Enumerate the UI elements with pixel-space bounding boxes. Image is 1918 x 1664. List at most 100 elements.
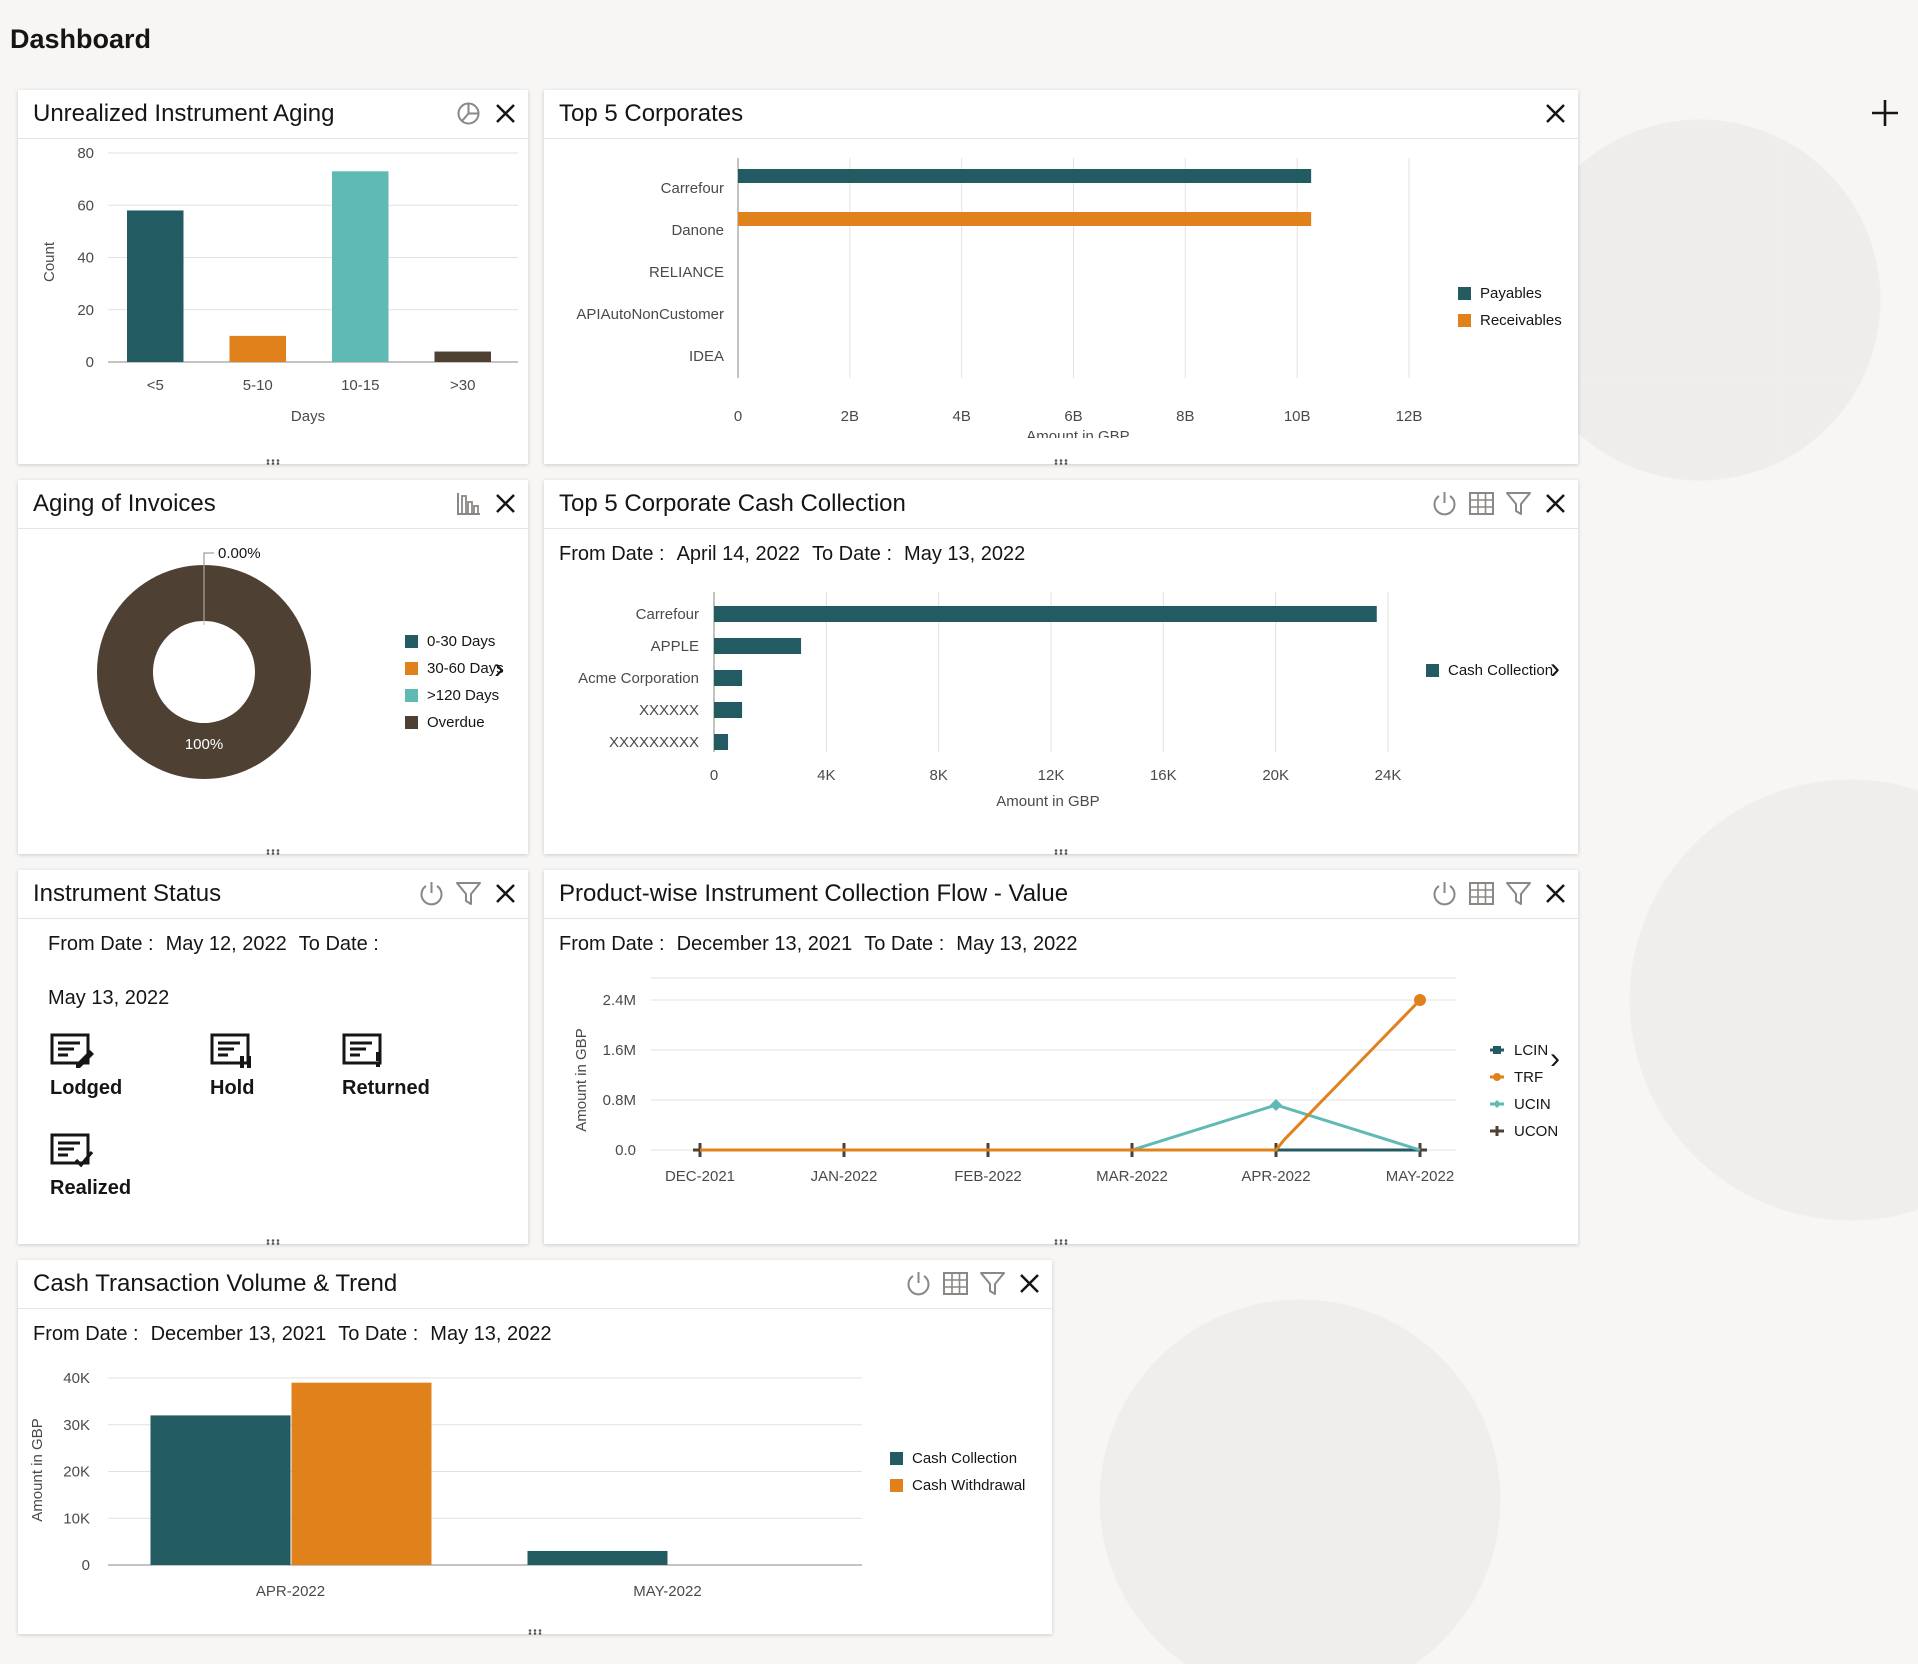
refresh-icon[interactable] bbox=[904, 1269, 933, 1298]
y-tick-label: 2.4M bbox=[603, 992, 636, 1009]
table-icon[interactable] bbox=[941, 1269, 970, 1298]
status-realized[interactable]: Realized bbox=[50, 1132, 131, 1200]
table-icon[interactable] bbox=[1467, 879, 1496, 908]
legend-label: UCON bbox=[1514, 1123, 1558, 1140]
close-icon[interactable] bbox=[1541, 489, 1570, 518]
legend-swatch bbox=[890, 1479, 903, 1492]
status-card-title: Instrument Status bbox=[33, 880, 222, 907]
x-tick-label: 24K bbox=[1375, 767, 1402, 784]
bar bbox=[291, 1382, 432, 1565]
x-tick-label: MAY-2022 bbox=[633, 1583, 701, 1600]
x-tick-label: 12B bbox=[1396, 408, 1423, 425]
x-tick-label: 10B bbox=[1284, 408, 1311, 425]
close-icon[interactable] bbox=[1541, 99, 1570, 128]
close-icon[interactable] bbox=[491, 99, 520, 128]
filter-icon[interactable] bbox=[978, 1269, 1007, 1298]
drag-handle-icon[interactable] bbox=[266, 842, 280, 855]
drag-handle-icon[interactable] bbox=[1054, 842, 1068, 855]
table-icon[interactable] bbox=[1467, 489, 1496, 518]
drag-handle-icon[interactable] bbox=[528, 1622, 542, 1635]
bar bbox=[714, 670, 743, 686]
x-tick-label: 10-15 bbox=[341, 377, 379, 394]
bar bbox=[738, 169, 1312, 183]
cashcoll-chart: 0 4K 8K 12K 16K 20K 24K Carrefour APPLE Acme Corp… bbox=[578, 592, 1553, 810]
from-date-label: From Date : bbox=[559, 933, 665, 955]
bar bbox=[714, 734, 729, 750]
x-tick-label: APR-2022 bbox=[1241, 1168, 1310, 1185]
y-tick-label: 80 bbox=[77, 145, 94, 162]
legend-next-icon[interactable]: › bbox=[1550, 1042, 1560, 1075]
x-tick-label: 0 bbox=[710, 767, 718, 784]
x-tick-label: 16K bbox=[1150, 767, 1177, 784]
aging-card-title: Unrealized Instrument Aging bbox=[33, 100, 335, 127]
drag-handle-icon[interactable] bbox=[1054, 452, 1068, 465]
y-tick-label: 20K bbox=[63, 1464, 90, 1481]
chart-type-icon[interactable] bbox=[454, 99, 483, 128]
aging-card: Unrealized Instrument Aging 0 20 40 60 80 <5 5… bbox=[18, 90, 528, 465]
x-axis-title: Amount in GBP bbox=[1026, 428, 1129, 438]
status-returned[interactable]: Returned bbox=[342, 1032, 430, 1100]
legend-label: TRF bbox=[1514, 1069, 1543, 1086]
date-range: From Date : May 12, 2022 To Date : bbox=[48, 933, 391, 956]
status-label: Hold bbox=[210, 1077, 255, 1099]
top5-card-title: Top 5 Corporates bbox=[559, 100, 744, 127]
legend-label: 0-30 Days bbox=[427, 633, 495, 650]
status-hold[interactable]: Hold bbox=[210, 1032, 254, 1100]
refresh-icon[interactable] bbox=[1430, 879, 1459, 908]
x-tick-label: 2B bbox=[841, 408, 859, 425]
filter-icon[interactable] bbox=[1504, 879, 1533, 908]
date-range: From Date : April 14, 2022 To Date : May 13… bbox=[559, 543, 1037, 566]
bar bbox=[229, 335, 286, 362]
x-tick-label: 0 bbox=[734, 408, 742, 425]
from-date-value: April 14, 2022 bbox=[676, 543, 800, 565]
drag-handle-icon[interactable] bbox=[266, 1232, 280, 1245]
close-icon[interactable] bbox=[491, 489, 520, 518]
bar bbox=[332, 171, 389, 362]
y-tick-label: 40K bbox=[63, 1370, 90, 1387]
legend-next-icon[interactable]: › bbox=[494, 652, 504, 685]
legend-swatch bbox=[405, 716, 418, 729]
flow-chart: 0.0 0.8M 1.6M 2.4M DEC-2021 JAN-2022 FEB-2022 M… bbox=[573, 977, 1558, 1185]
close-icon[interactable] bbox=[1015, 1269, 1044, 1298]
bar bbox=[714, 638, 802, 654]
filter-icon[interactable] bbox=[1504, 489, 1533, 518]
to-date-label: To Date : bbox=[298, 933, 379, 955]
x-tick-label: JAN-2022 bbox=[811, 1168, 878, 1185]
returned-icon bbox=[342, 1033, 382, 1067]
x-tick-label: <5 bbox=[147, 377, 164, 394]
from-date-value: December 13, 2021 bbox=[150, 1323, 327, 1345]
from-date-value: May 12, 2022 bbox=[165, 933, 287, 955]
filter-icon[interactable] bbox=[454, 879, 483, 908]
bar-chart-icon[interactable] bbox=[454, 489, 483, 518]
bar bbox=[738, 212, 1312, 226]
x-tick-label: 20K bbox=[1262, 767, 1289, 784]
add-widget-icon[interactable] bbox=[1868, 96, 1902, 130]
legend-label: Cash Withdrawal bbox=[912, 1477, 1025, 1494]
slice-label: 100% bbox=[185, 736, 223, 753]
callout-label: 0.00% bbox=[218, 545, 261, 562]
close-icon[interactable] bbox=[491, 879, 520, 908]
cashtrend-card-title: Cash Transaction Volume & Trend bbox=[33, 1270, 398, 1297]
donut-slice bbox=[96, 565, 311, 779]
refresh-icon[interactable] bbox=[1430, 489, 1459, 518]
refresh-icon[interactable] bbox=[417, 879, 446, 908]
legend-next-icon[interactable]: › bbox=[1550, 652, 1560, 685]
y-tick-label: XXXXXXXXX bbox=[609, 734, 699, 751]
legend-swatch bbox=[405, 635, 418, 648]
status-lodged[interactable]: Lodged bbox=[50, 1032, 122, 1100]
lodged-icon bbox=[50, 1033, 94, 1068]
drag-handle-icon[interactable] bbox=[1054, 1232, 1068, 1245]
y-axis-title: Count bbox=[41, 241, 58, 282]
bar bbox=[714, 702, 743, 718]
drag-handle-icon[interactable] bbox=[266, 452, 280, 465]
close-icon[interactable] bbox=[1541, 879, 1570, 908]
legend-swatch bbox=[890, 1452, 903, 1465]
invoices-card-title: Aging of Invoices bbox=[33, 490, 216, 517]
legend-swatch bbox=[1426, 664, 1439, 677]
x-tick-label: 8K bbox=[929, 767, 947, 784]
y-tick-label: 0.0 bbox=[615, 1142, 636, 1159]
top5-card: Top 5 Corporates 0 2B 4B 6B 8B 10B 12B Carrefou… bbox=[544, 90, 1578, 465]
y-tick-label: Carrefour bbox=[661, 180, 724, 197]
to-date-value: May 13, 2022 bbox=[48, 987, 170, 1009]
y-tick-label: Acme Corporation bbox=[578, 670, 699, 687]
